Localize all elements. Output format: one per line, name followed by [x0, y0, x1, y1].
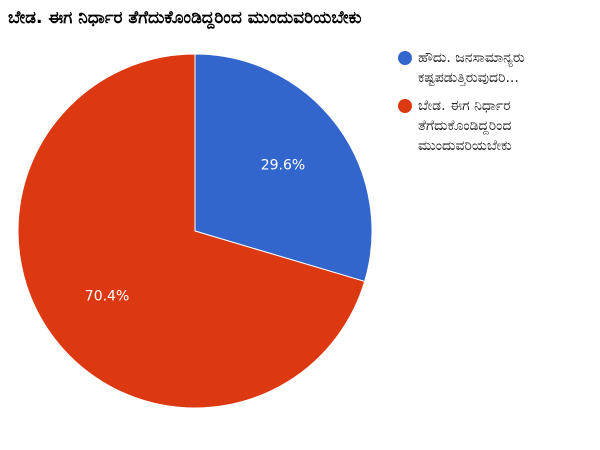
legend-item: ಬೇಡ. ಈಗ ನಿರ್ಧಾರ ತೆಗೆದುಕೊಂಡಿದ್ದರಿಂದ ಮುಂದು… [396, 96, 592, 156]
pie-slice [194, 53, 373, 283]
legend-item: ಹೌದು. ಜನಸಾಮಾನ್ಯರು ಕಷ್ಟಪಡುತ್ತಿರುವುದರಿ... [396, 48, 592, 88]
pie-slice [17, 53, 366, 409]
legend-marker [398, 51, 412, 65]
slice-label: 29.6% [261, 157, 305, 173]
chart-title: ಬೇಡ. ಈಗ ನಿರ್ಧಾರ ತೆಗೆದುಕೊಂಡಿದ್ದರಿಂದ ಮುಂದು… [8, 8, 362, 30]
legend-label: ಬೇಡ. ಈಗ ನಿರ್ಧಾರ ತೆಗೆದುಕೊಂಡಿದ್ದರಿಂದ ಮುಂದು… [418, 98, 512, 154]
legend-marker [398, 99, 412, 113]
slice-label: 70.4% [85, 289, 129, 305]
legend-label: ಹೌದು. ಜನಸಾಮಾನ್ಯರು ಕಷ್ಟಪಡುತ್ತಿರುವುದರಿ... [418, 50, 525, 86]
legend: ಹೌದು. ಜನಸಾಮಾನ್ಯರು ಕಷ್ಟಪಡುತ್ತಿರುವುದರಿ... ಬ… [396, 48, 592, 164]
